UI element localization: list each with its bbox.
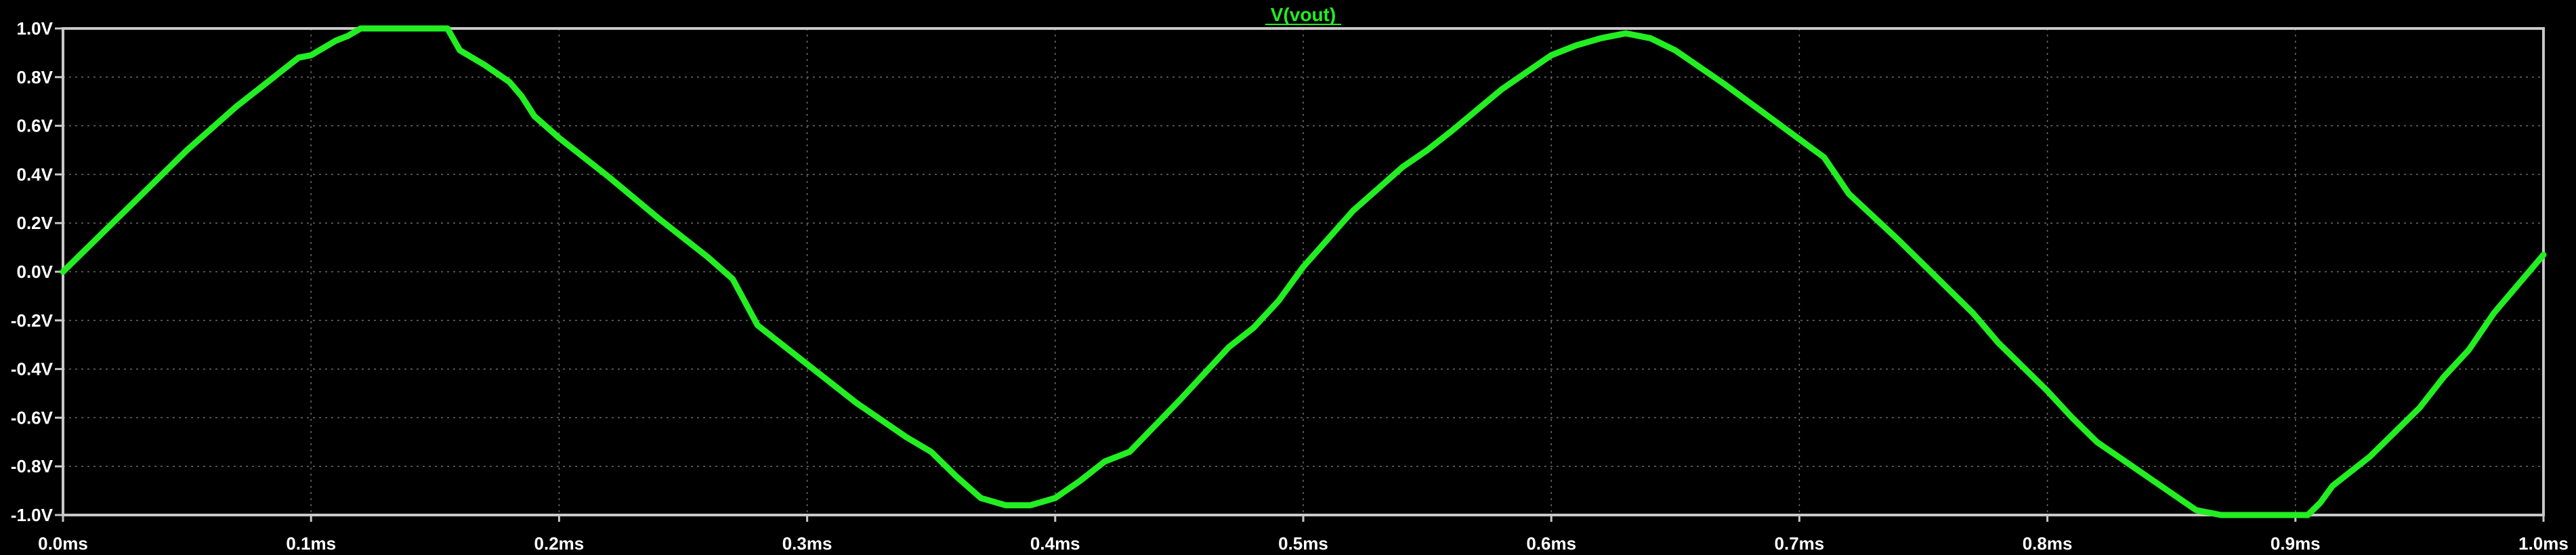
ticks-layer: 0.0ms 0.1ms 0.2ms 0.3ms 0.4ms 0.5ms 0.6ms 0.7ms… (11, 18, 2569, 554)
trace-layer (60, 25, 2547, 518)
x-tick-label: 0.8ms (2023, 533, 2073, 554)
x-tick-label: 0.7ms (1775, 533, 1825, 554)
y-tick-label: 0.6V (17, 116, 54, 136)
x-tick-label: 0.4ms (1030, 533, 1080, 554)
x-tick-label: 0.6ms (1526, 533, 1576, 554)
y-tick-label: 0.4V (17, 164, 54, 184)
y-tick-label: 0.0V (17, 262, 54, 282)
x-tick-label: 0.0ms (38, 533, 88, 554)
y-tick-label: 0.2V (17, 213, 54, 233)
series-line-0 (60, 25, 2547, 518)
x-tick-label: 1.0ms (2518, 533, 2569, 554)
y-tick-label: -1.0V (11, 505, 54, 525)
y-tick-label: 1.0V (17, 18, 54, 39)
x-tick-label: 0.3ms (782, 533, 832, 554)
y-tick-label: -0.2V (11, 310, 54, 331)
y-tick-label: -0.8V (11, 456, 54, 476)
y-tick-label: -0.6V (11, 407, 54, 428)
x-tick-label: 0.1ms (286, 533, 336, 554)
x-tick-label: 0.9ms (2271, 533, 2321, 554)
y-tick-label: 0.8V (17, 67, 54, 87)
x-tick-label: 0.2ms (534, 533, 585, 554)
trace-title[interactable]: V(vout) (1271, 4, 1336, 25)
y-tick-label: -0.4V (11, 359, 54, 379)
x-tick-label: 0.5ms (1278, 533, 1328, 554)
